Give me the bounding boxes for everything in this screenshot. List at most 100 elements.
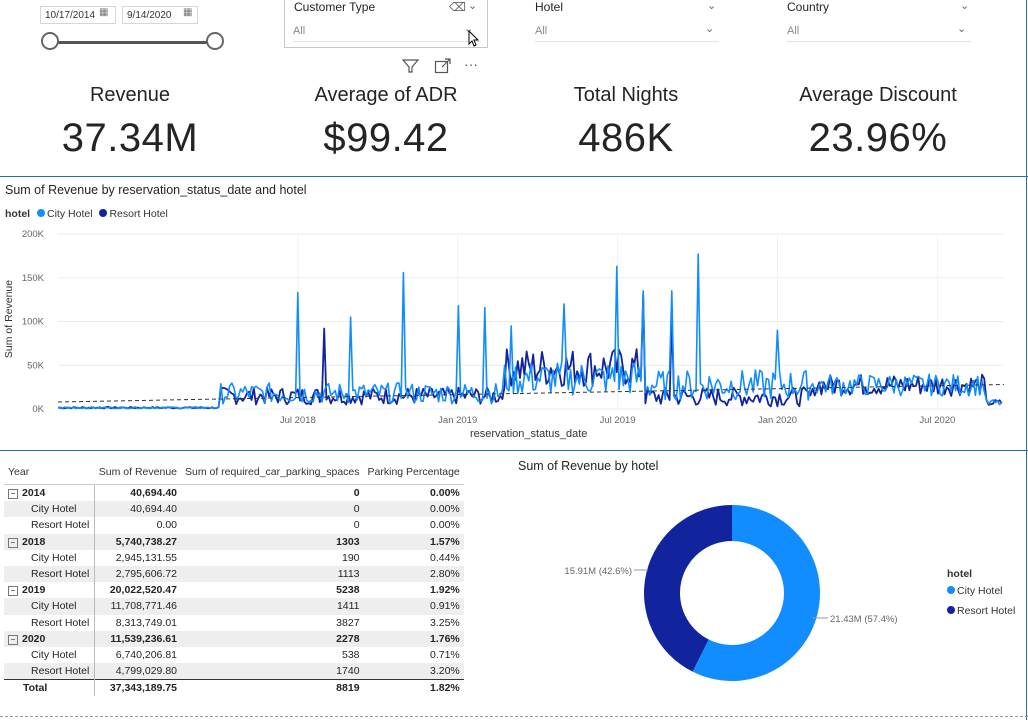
- chevron-down-icon[interactable]: ⌄: [464, 23, 474, 35]
- city-hotel-slice[interactable]: [692, 505, 820, 681]
- chevron-down-icon[interactable]: ⌄: [707, 0, 717, 12]
- matrix-cell-pct: 0.00%: [429, 487, 460, 500]
- date-range-start-handle[interactable]: [41, 32, 59, 50]
- chevron-down-icon[interactable]: ⌄: [705, 23, 715, 35]
- customer-type-dropdown[interactable]: All: [293, 22, 481, 42]
- eraser-icon[interactable]: ⌫: [449, 0, 466, 14]
- matrix-cell-pct: 1.57%: [363, 533, 464, 550]
- hotel-slicer-title: Hotel: [535, 0, 564, 14]
- donut-legend-title: hotel: [947, 568, 973, 580]
- matrix-cell-pct: 0.00%: [429, 519, 460, 532]
- collapse-icon[interactable]: −: [8, 634, 18, 645]
- legend-dot-resort: [947, 606, 955, 614]
- kpi-nights-value: 486K: [578, 116, 674, 160]
- kpi-nights-label: Total Nights: [573, 84, 679, 106]
- y-tick-label: 100K: [22, 317, 45, 328]
- donut-legend-city[interactable]: City Hotel: [947, 585, 1003, 597]
- collapse-icon[interactable]: −: [8, 537, 18, 548]
- legend-title: hotel: [5, 208, 31, 220]
- matrix-cell-pct: 0.71%: [429, 648, 460, 661]
- matrix-cell-pct: 0.00%: [363, 501, 464, 518]
- matrix-row[interactable]: Resort Hotel 4,799,029.80 1740 3.20%: [4, 663, 464, 680]
- matrix-row[interactable]: City Hotel 6,740,206.81 538 0.71%: [4, 646, 464, 664]
- revenue-line-chart[interactable]: 200K 150K 100K 50K 0K Jul 2018 Jan 2019 Jul 201…: [0, 222, 1026, 444]
- matrix-cell-park: 0: [353, 487, 360, 500]
- matrix-row-label: Resort Hotel: [31, 616, 90, 629]
- date-range-slider-track[interactable]: [50, 41, 216, 44]
- column-header-parking-pct[interactable]: Parking Percentage: [363, 460, 464, 485]
- chevron-down-icon[interactable]: ⌄: [957, 23, 967, 35]
- more-options-icon[interactable]: ···: [464, 56, 478, 72]
- column-header-revenue[interactable]: Sum of Revenue: [94, 460, 181, 485]
- hotel-dropdown[interactable]: All: [535, 22, 719, 42]
- matrix-cell-pct: 3.25%: [429, 616, 460, 629]
- date-range-end-handle[interactable]: [206, 32, 224, 50]
- x-tick-label: Jan 2019: [438, 415, 477, 426]
- matrix-row-label: Resort Hotel: [31, 665, 90, 678]
- donut-legend-city-label: City Hotel: [957, 585, 1003, 597]
- legend-resort-hotel[interactable]: Resort Hotel: [109, 208, 168, 220]
- matrix-cell-park: 2278: [181, 630, 364, 647]
- kpi-revenue-value: 37.34M: [61, 116, 199, 160]
- matrix-cell-rev: 2,945,131.55: [115, 551, 177, 564]
- matrix-row-label: Total: [23, 682, 48, 695]
- matrix-row-label: Resort Hotel: [31, 519, 90, 532]
- chevron-down-icon[interactable]: ⌄: [960, 0, 970, 12]
- mouse-cursor-icon: [468, 30, 480, 47]
- matrix-row-label: City Hotel: [31, 503, 77, 516]
- matrix-cell-park: 3827: [336, 616, 360, 629]
- donut-legend-resort[interactable]: Resort Hotel: [947, 605, 1015, 617]
- customer-type-slicer[interactable]: [284, 0, 488, 48]
- matrix-row[interactable]: City Hotel 40,694.40 0 0.00%: [4, 501, 464, 518]
- matrix-row[interactable]: City Hotel 11,708,771.46 1411 0.91%: [4, 598, 464, 615]
- matrix-cell-park: 1113: [181, 565, 364, 583]
- resort-hotel-slice[interactable]: [644, 505, 732, 672]
- legend-dot-city: [37, 209, 46, 217]
- revenue-donut-chart[interactable]: 21.43M (57.4%) 15.91M (42.6%): [540, 480, 940, 710]
- end-date-input[interactable]: 9/14/2020: [122, 6, 198, 24]
- line-chart-legend: hotel City Hotel Resort Hotel: [5, 208, 168, 220]
- matrix-row[interactable]: Resort Hotel 8,313,749.01 3827 3.25%: [4, 614, 464, 631]
- matrix-row[interactable]: City Hotel 2,945,131.55 190 0.44%: [4, 549, 464, 566]
- matrix-cell-pct: 0.91%: [363, 598, 464, 615]
- line-chart-title: Sum of Revenue by reservation_status_dat…: [5, 183, 307, 197]
- country-dropdown[interactable]: All: [787, 22, 971, 42]
- collapse-icon[interactable]: −: [8, 489, 18, 500]
- matrix-group-row[interactable]: −2020 11,539,236.61 2278 1.76%: [4, 630, 464, 647]
- focus-mode-icon[interactable]: [434, 58, 452, 74]
- filter-icon[interactable]: [402, 58, 420, 74]
- column-header-year[interactable]: Year: [4, 460, 94, 485]
- matrix-cell-pct: 0.44%: [429, 551, 460, 564]
- chevron-down-icon[interactable]: ⌄: [468, 0, 478, 12]
- collapse-icon[interactable]: −: [8, 586, 18, 597]
- start-date-input[interactable]: 10/17/2014: [40, 6, 116, 24]
- matrix-cell-rev: 40,694.40: [130, 487, 177, 500]
- country-slicer-title: Country: [787, 0, 830, 14]
- matrix-row-label: 2014: [22, 487, 46, 500]
- calendar-icon[interactable]: ▦: [183, 7, 193, 18]
- matrix-total-row[interactable]: Total 37,343,189.75 8819 1.82%: [4, 679, 464, 697]
- matrix-cell-rev: 37,343,189.75: [94, 679, 181, 697]
- matrix-cell-pct: 3.20%: [363, 663, 464, 680]
- matrix-cell-pct: 1.82%: [363, 679, 464, 697]
- matrix-row-label: 2018: [22, 535, 46, 548]
- page-bottom-border: [0, 716, 1028, 718]
- matrix-row[interactable]: Resort Hotel 0.00 0 0.00%: [4, 517, 464, 534]
- matrix-cell-rev: 2,795,606.72: [94, 565, 181, 583]
- kpi-discount-label: Average Discount: [799, 84, 957, 106]
- matrix-group-row[interactable]: −2019 20,022,520.47 5238 1.92%: [4, 582, 464, 599]
- matrix-cell-pct: 1.92%: [429, 584, 460, 597]
- column-header-parking[interactable]: Sum of required_car_parking_spaces: [181, 460, 364, 485]
- legend-dot-resort: [99, 209, 108, 217]
- matrix-cell-rev: 11,708,771.46: [94, 598, 181, 615]
- calendar-icon[interactable]: ▦: [99, 7, 109, 18]
- donut-chart-title: Sum of Revenue by hotel: [518, 459, 659, 473]
- matrix-row[interactable]: Resort Hotel 2,795,606.72 1113 2.80%: [4, 565, 464, 583]
- legend-city-hotel[interactable]: City Hotel: [47, 208, 93, 220]
- matrix-group-row[interactable]: −2018 5,740,738.27 1303 1.57%: [4, 533, 464, 550]
- matrix-cell-rev: 20,022,520.47: [109, 584, 177, 597]
- matrix-cell-rev: 5,740,738.27: [94, 533, 181, 550]
- kpi-revenue-label: Revenue: [89, 84, 171, 106]
- section-divider: [0, 450, 1028, 451]
- matrix-group-row[interactable]: −2014 40,694.40 0 0.00%: [4, 484, 464, 502]
